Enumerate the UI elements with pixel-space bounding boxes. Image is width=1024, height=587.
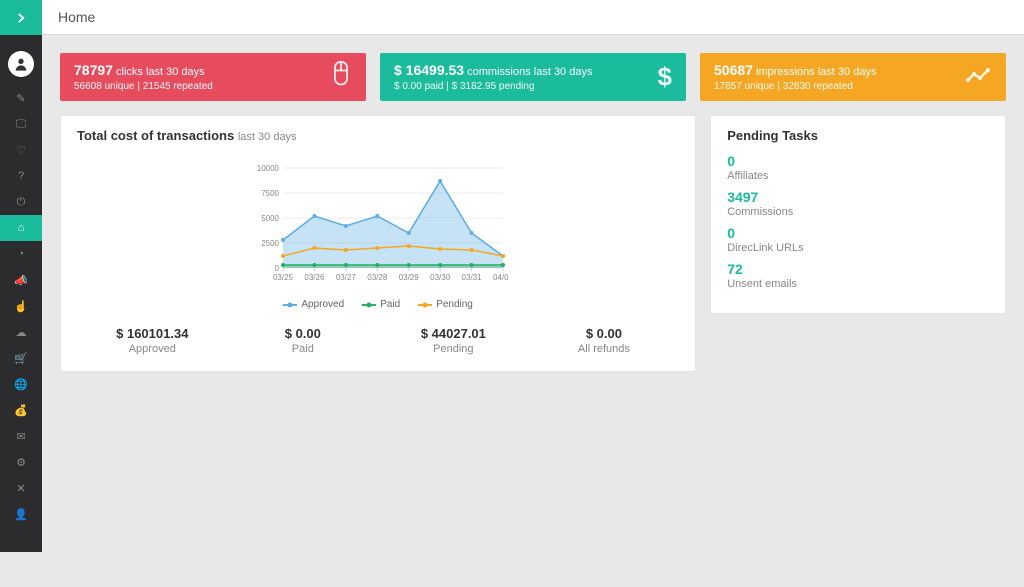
chart-title-text: Total cost of transactions [77, 128, 234, 143]
avatar[interactable] [0, 43, 42, 85]
total-col: $ 160101.34 Approved [77, 326, 228, 355]
svg-text:5000: 5000 [261, 214, 279, 223]
chart-title-sub: last 30 days [238, 131, 297, 143]
svg-text:03/29: 03/29 [399, 273, 420, 282]
stat-clicks-label: clicks last 30 days [116, 66, 205, 78]
sidebar-item-monitor[interactable]: 🖵 [0, 111, 42, 137]
svg-text:04/01: 04/01 [493, 273, 508, 282]
total-col: $ 44027.01 Pending [378, 326, 529, 355]
task-count: 72 [727, 261, 989, 278]
sidebar-item-power[interactable]: ⏻ [0, 189, 42, 215]
stat-commissions-sub: $ 0.00 paid | $ 3182.95 pending [394, 80, 672, 93]
task-count: 3497 [727, 189, 989, 206]
chart-legend: Approved Paid Pending [77, 299, 679, 310]
tasks-list: 0Affiliates3497Commissions0DirecLink URL… [727, 153, 989, 291]
svg-text:03/26: 03/26 [305, 273, 326, 282]
mouse-icon [330, 60, 352, 94]
sidebar-item-user-settings[interactable]: 👤 [0, 501, 42, 527]
sidebar-item-tools[interactable]: ✕ [0, 475, 42, 501]
total-value: $ 44027.01 [378, 326, 529, 341]
chevron-right-icon [14, 11, 28, 25]
topbar: Home [42, 0, 1024, 35]
task-item[interactable]: 0Affiliates [727, 153, 989, 183]
chart-title: Total cost of transactions last 30 days [77, 128, 679, 143]
sidebar: ✎🖵♡?⏻⌂◔📣☝☁🛒🌐💰✉⚙✕👤 [0, 0, 42, 552]
svg-text:03/30: 03/30 [430, 273, 451, 282]
chart-panel: Total cost of transactions last 30 days … [60, 115, 696, 372]
svg-text:7500: 7500 [261, 189, 279, 198]
stat-impressions-sub: 17857 unique | 32830 repeated [714, 80, 992, 93]
stats-row: 78797 clicks last 30 days 56608 unique |… [60, 53, 1006, 101]
stat-clicks-sub: 56608 unique | 21545 repeated [74, 80, 352, 93]
legend-paid: Paid [362, 299, 400, 310]
stat-impressions-value: 50687 [714, 62, 753, 78]
stat-commissions[interactable]: $ 16499.53 commissions last 30 days $ 0.… [380, 53, 686, 101]
tasks-panel: Pending Tasks 0Affiliates3497Commissions… [710, 115, 1006, 314]
main-content: 78797 clicks last 30 days 56608 unique |… [42, 35, 1024, 390]
task-item[interactable]: 0DirecLink URLs [727, 225, 989, 255]
stat-clicks-value: 78797 [74, 62, 113, 78]
sidebar-item-mail[interactable]: ✉ [0, 423, 42, 449]
svg-text:03/28: 03/28 [367, 273, 388, 282]
sidebar-item-help[interactable]: ? [0, 163, 42, 189]
sidebar-item-promo[interactable]: 📣 [0, 267, 42, 293]
sidebar-item-settings[interactable]: ⚙ [0, 449, 42, 475]
stat-commissions-label: commissions last 30 days [467, 66, 592, 78]
stat-commissions-value: $ 16499.53 [394, 62, 464, 78]
task-count: 0 [727, 153, 989, 170]
sidebar-item-cart[interactable]: 🛒 [0, 345, 42, 371]
svg-text:10000: 10000 [257, 164, 280, 173]
tasks-title: Pending Tasks [727, 128, 989, 143]
total-value: $ 0.00 [228, 326, 379, 341]
total-label: Approved [77, 343, 228, 355]
user-icon [13, 56, 29, 72]
task-label: Affiliates [727, 170, 989, 183]
svg-text:03/27: 03/27 [336, 273, 357, 282]
sidebar-item-edit[interactable]: ✎ [0, 85, 42, 111]
stat-impressions-label: impressions last 30 days [756, 66, 876, 78]
legend-approved: Approved [283, 299, 344, 310]
task-label: Commissions [727, 206, 989, 219]
task-count: 0 [727, 225, 989, 242]
task-item[interactable]: 3497Commissions [727, 189, 989, 219]
legend-pending: Pending [418, 299, 473, 310]
svg-text:2500: 2500 [261, 239, 279, 248]
totals-row: $ 160101.34Approved$ 0.00Paid$ 44027.01P… [77, 326, 679, 355]
sidebar-item-heart[interactable]: ♡ [0, 137, 42, 163]
task-item[interactable]: 72Unsent emails [727, 261, 989, 291]
sidebar-item-home[interactable]: ⌂ [0, 215, 42, 241]
trend-icon [966, 64, 992, 90]
total-col: $ 0.00 All refunds [529, 326, 680, 355]
sidebar-toggle[interactable] [0, 0, 42, 35]
svg-text:03/31: 03/31 [462, 273, 483, 282]
total-label: Paid [228, 343, 379, 355]
task-label: Unsent emails [727, 278, 989, 291]
sidebar-item-money[interactable]: 💰 [0, 397, 42, 423]
total-label: All refunds [529, 343, 680, 355]
total-value: $ 0.00 [529, 326, 680, 341]
dollar-icon: $ [658, 62, 672, 93]
task-label: DirecLink URLs [727, 242, 989, 255]
sidebar-item-timer[interactable]: ◔ [0, 241, 42, 267]
sidebar-item-pointer[interactable]: ☝ [0, 293, 42, 319]
total-label: Pending [378, 343, 529, 355]
stat-impressions[interactable]: 50687 impressions last 30 days 17857 uni… [700, 53, 1006, 101]
total-value: $ 160101.34 [77, 326, 228, 341]
transactions-chart: 0 2500 5000 7500 10000 03/25 03/26 03/27 03/28 03… [248, 163, 508, 293]
stat-clicks[interactable]: 78797 clicks last 30 days 56608 unique |… [60, 53, 366, 101]
sidebar-item-cloud[interactable]: ☁ [0, 319, 42, 345]
total-col: $ 0.00 Paid [228, 326, 379, 355]
content-row: Total cost of transactions last 30 days … [60, 115, 1006, 372]
svg-text:0: 0 [275, 264, 280, 273]
svg-text:03/25: 03/25 [273, 273, 294, 282]
page-title: Home [58, 9, 95, 25]
sidebar-item-globe[interactable]: 🌐 [0, 371, 42, 397]
